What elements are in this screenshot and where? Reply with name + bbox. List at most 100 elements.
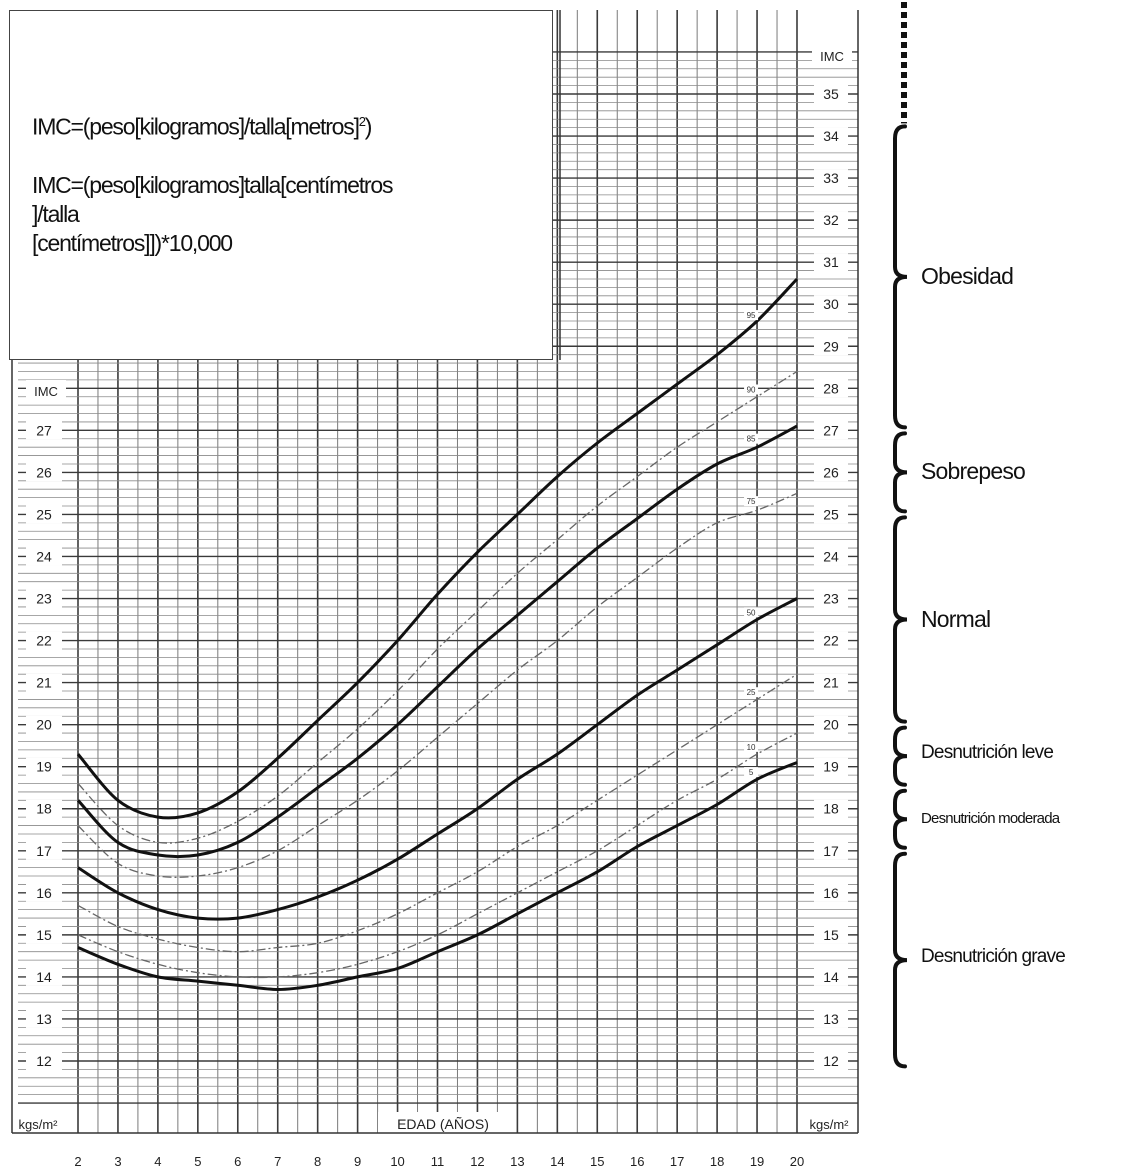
percentile-label-bg [744, 384, 759, 395]
y-tick-label-right: 26 [823, 464, 839, 480]
percentile-curve-85 [76, 424, 798, 859]
y-tick-label-right: 17 [823, 843, 839, 859]
y-tick-bg-right [814, 337, 848, 356]
formula-line-3: ]/talla [32, 200, 80, 227]
y-tick-label-right: 20 [823, 717, 839, 733]
formula-1-text: IMC=(peso[kilogramos]/talla[metros] [32, 113, 360, 140]
y-axis-title-left: IMC [34, 384, 58, 399]
y-tick-label-right: 34 [823, 128, 839, 144]
y-tick-bg-right [814, 925, 848, 944]
y-tick-bg-right [814, 169, 848, 188]
y-tick-bg-right [814, 631, 848, 650]
unit-label-right: kgs/m² [810, 1117, 850, 1132]
y-tick-bg-right [814, 421, 848, 440]
category-brace [893, 788, 908, 850]
y-tick-bg-right [814, 547, 848, 566]
y-tick-bg-right [814, 85, 848, 103]
formula-line-2: IMC=(peso[kilogramos]talla[centímetros [32, 171, 393, 198]
y-tick-bg-right [814, 505, 848, 524]
y-tick-label-left: 18 [36, 801, 52, 817]
category-brace [893, 851, 908, 1069]
y-tick-bg-right [814, 673, 848, 692]
y-tick-bg-left [26, 631, 62, 650]
chart-frame [11, 10, 859, 1134]
percentile-label-bg [744, 310, 759, 321]
y-tick-label-left: 16 [36, 885, 52, 901]
formula-line-1: IMC=(peso[kilogramos]/talla[metros]2) [32, 107, 538, 142]
category-label: Desnutrición moderada [921, 810, 1060, 828]
percentile-curve-10 [77, 732, 798, 979]
y-tick-bg-left [26, 715, 62, 734]
formula-line-4: [centímetros]])*10,000 [32, 229, 233, 256]
x-tick-label: 16 [630, 1154, 644, 1169]
formula-box: IMC=(peso[kilogramos]/talla[metros]2) IM… [9, 10, 553, 360]
x-tick-label: 4 [154, 1154, 161, 1169]
y-tick-bg-left [26, 841, 62, 860]
axis-ticks: 2 3 4 5 6 7 8 9 10 11 12 13 14 15 16 17 18 19 201213141516… [12, 45, 856, 1169]
y-tick-bg-left [26, 757, 62, 776]
x-tick-label: 12 [470, 1154, 484, 1169]
y-tick-label-right: 12 [823, 1053, 839, 1069]
percentile-label-25: 25 [747, 688, 756, 697]
category-label: Sobrepeso [921, 458, 1026, 485]
category-brace [893, 515, 908, 724]
category-brace [893, 725, 908, 787]
x-tick-label: 20 [790, 1154, 804, 1169]
category-braces [893, 2, 908, 1069]
percentile-label-85: 85 [747, 435, 756, 444]
category-brace [893, 431, 908, 514]
y-tick-label-left: 14 [36, 969, 52, 985]
formula-1-close: ) [364, 113, 373, 140]
percentile-curve-5 [77, 761, 798, 992]
x-axis-title: EDAD (AÑOS) [397, 1116, 489, 1132]
y-tick-bg-left [26, 463, 62, 482]
y-tick-label-right: 28 [823, 380, 839, 396]
percentile-label-bg [744, 433, 759, 444]
y-tick-label-right: 24 [823, 548, 839, 564]
y-tick-label-left: 21 [36, 675, 52, 691]
x-tick-label: 14 [550, 1154, 564, 1169]
y-tick-label-left: 12 [36, 1053, 52, 1069]
y-tick-label-left: 26 [36, 464, 52, 480]
x-tick-label: 9 [354, 1154, 361, 1169]
y-tick-bg-left [26, 1009, 62, 1028]
category-label: Normal [921, 605, 991, 632]
y-tick-label-right: 30 [823, 296, 839, 312]
category-label: Obesidad [921, 262, 1014, 289]
unit-bg-left [12, 1112, 64, 1134]
y-tick-bg-right [814, 799, 848, 818]
y-tick-bg-right [814, 127, 848, 146]
y-tick-label-right: 35 [823, 86, 839, 102]
y-tick-label-left: 13 [36, 1011, 52, 1027]
y-tick-bg-left [26, 673, 62, 692]
percentile-label-75: 75 [747, 497, 756, 506]
percentile-label-bg [744, 607, 759, 618]
y-tick-bg-right [814, 211, 848, 230]
y-tick-label-right: 25 [823, 506, 839, 522]
y-tick-label-right: 16 [823, 885, 839, 901]
category-label: Desnutrición grave [921, 946, 1066, 968]
y-tick-label-left: 24 [36, 548, 52, 564]
x-tick-label: 17 [670, 1154, 684, 1169]
x-tick-label: 11 [431, 1154, 445, 1169]
y-tick-bg-left [26, 421, 62, 440]
percentile-curve-95 [76, 277, 799, 820]
y-tick-label-right: 18 [823, 801, 839, 817]
y-tick-label-right: 27 [823, 422, 839, 438]
y-tick-bg-left [26, 883, 62, 902]
y-tick-bg-left [26, 547, 62, 566]
y-tick-label-left: 20 [36, 717, 52, 733]
x-tick-label: 3 [114, 1154, 121, 1169]
y-tick-bg-left [26, 1052, 62, 1070]
y-tick-bg-right [814, 589, 848, 608]
y-tick-bg-right [814, 841, 848, 860]
x-tick-label: 13 [510, 1154, 524, 1169]
percentile-label-95: 95 [747, 311, 756, 320]
percentile-label-10: 10 [747, 743, 756, 752]
y-tick-label-right: 15 [823, 927, 839, 943]
category-brace [893, 124, 908, 430]
y-tick-label-right: 33 [823, 170, 839, 186]
percentile-label-bg [744, 767, 759, 778]
x-tick-label: 15 [590, 1154, 604, 1169]
percentile-label-50: 50 [747, 608, 756, 617]
